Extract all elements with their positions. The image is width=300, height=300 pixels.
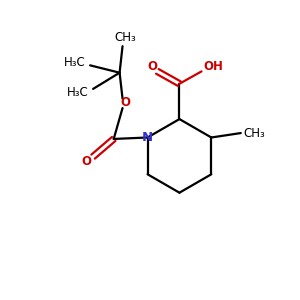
Text: H₃C: H₃C	[67, 86, 89, 99]
Text: H₃C: H₃C	[64, 56, 86, 70]
Text: O: O	[82, 155, 92, 168]
Text: CH₃: CH₃	[244, 127, 266, 140]
Text: O: O	[147, 60, 157, 73]
Text: O: O	[121, 96, 130, 109]
Text: OH: OH	[203, 60, 223, 73]
Text: N: N	[142, 131, 153, 144]
Text: CH₃: CH₃	[115, 32, 136, 44]
